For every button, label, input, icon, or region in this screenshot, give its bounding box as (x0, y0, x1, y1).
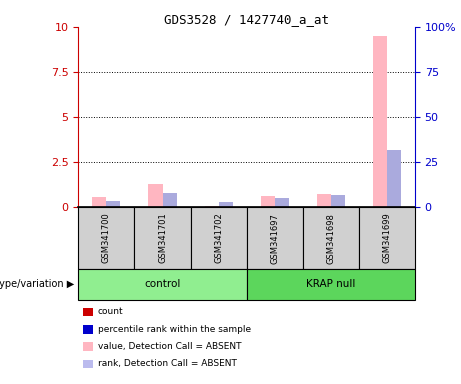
Bar (317, 194, 331, 207)
Text: GSM341697: GSM341697 (270, 213, 279, 263)
Bar (373, 36, 387, 207)
Bar (387, 150, 401, 207)
Text: genotype/variation ▶: genotype/variation ▶ (0, 279, 74, 289)
Bar (148, 184, 162, 207)
Bar (219, 202, 233, 207)
Bar (106, 201, 120, 207)
Text: KRAP null: KRAP null (306, 279, 355, 289)
Text: percentile rank within the sample: percentile rank within the sample (98, 325, 251, 334)
Bar (162, 193, 177, 207)
Bar (275, 198, 289, 207)
Text: GSM341700: GSM341700 (102, 213, 111, 263)
Text: value, Detection Call = ABSENT: value, Detection Call = ABSENT (98, 342, 241, 351)
Text: control: control (144, 279, 181, 289)
Text: GSM341699: GSM341699 (382, 213, 391, 263)
Bar (260, 195, 275, 207)
Text: GSM341698: GSM341698 (326, 213, 335, 263)
Bar (92, 197, 106, 207)
Text: count: count (98, 308, 124, 316)
Text: GSM341702: GSM341702 (214, 213, 223, 263)
Text: rank, Detection Call = ABSENT: rank, Detection Call = ABSENT (98, 359, 236, 368)
Text: GSM341701: GSM341701 (158, 213, 167, 263)
Bar (331, 195, 345, 207)
Title: GDS3528 / 1427740_a_at: GDS3528 / 1427740_a_at (164, 13, 329, 26)
